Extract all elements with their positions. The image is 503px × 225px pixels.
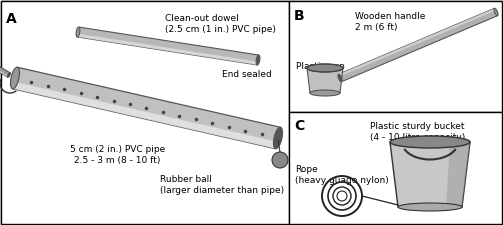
Polygon shape [13,67,281,149]
Polygon shape [390,142,470,207]
Bar [289,1,502,112]
Text: End sealed: End sealed [222,70,272,79]
Polygon shape [446,142,470,207]
Polygon shape [339,8,495,77]
Ellipse shape [256,55,260,65]
Text: Plastic cup: Plastic cup [296,62,345,71]
Ellipse shape [310,90,340,96]
Text: Plastic sturdy bucket
(4 - 10 litre capacity): Plastic sturdy bucket (4 - 10 litre capa… [370,122,465,142]
Ellipse shape [11,67,20,89]
Ellipse shape [307,64,343,72]
Polygon shape [77,27,259,65]
Polygon shape [0,69,9,77]
Ellipse shape [338,74,342,82]
Polygon shape [77,34,258,65]
Text: Rubber ball
(larger diameter than pipe): Rubber ball (larger diameter than pipe) [160,175,284,195]
Ellipse shape [494,8,498,16]
Bar [289,112,502,224]
Text: C: C [294,119,304,133]
Ellipse shape [398,203,462,211]
Bar [1,1,289,224]
Text: Rope
(heavy guage nylon): Rope (heavy guage nylon) [295,165,389,185]
Polygon shape [307,68,343,93]
Text: 5 cm (2 in.) PVC pipe
2.5 - 3 m (8 - 10 ft): 5 cm (2 in.) PVC pipe 2.5 - 3 m (8 - 10 … [70,145,165,165]
Ellipse shape [76,27,80,37]
Ellipse shape [8,73,11,77]
Text: Clean-out dowel
(2.5 cm (1 in.) PVC pipe): Clean-out dowel (2.5 cm (1 in.) PVC pipe… [165,14,276,34]
Ellipse shape [390,136,470,148]
Polygon shape [0,66,10,77]
Text: A: A [6,12,17,26]
Polygon shape [339,8,497,82]
Text: B: B [294,9,305,23]
Text: Wooden handle
2 m (6 ft): Wooden handle 2 m (6 ft) [355,12,426,32]
Ellipse shape [274,127,283,149]
Circle shape [272,152,288,168]
Polygon shape [13,82,277,149]
